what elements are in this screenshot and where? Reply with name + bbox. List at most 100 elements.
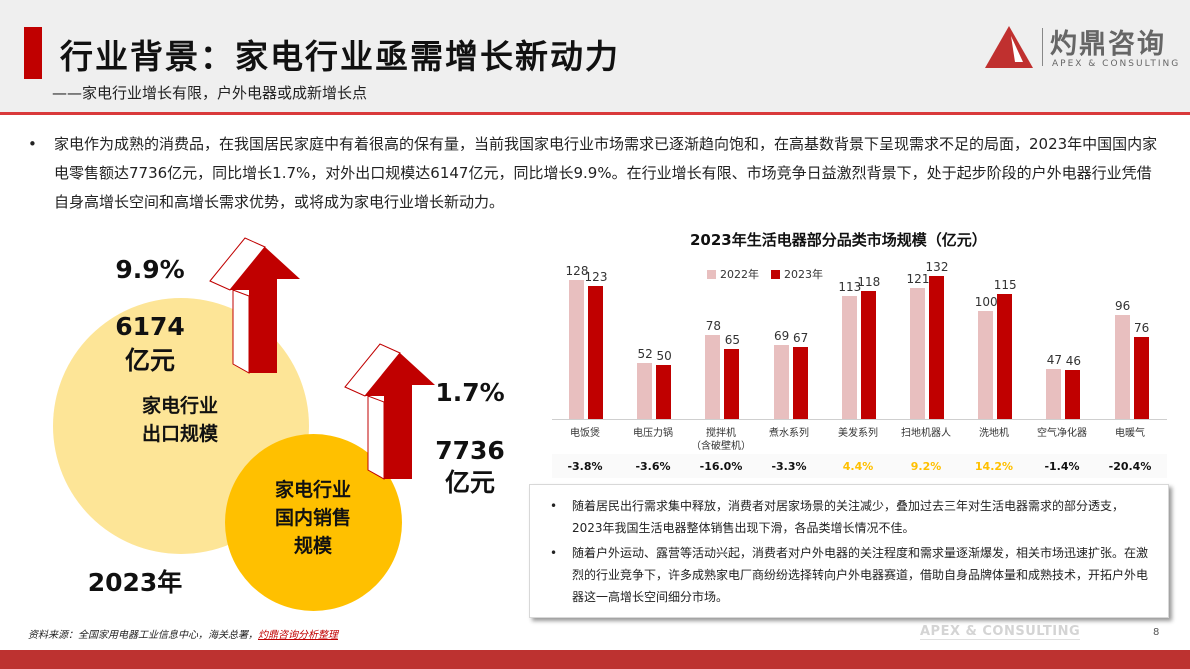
bar-2022年 [1046,368,1062,420]
export-growth-rate: 9.9% [115,255,185,284]
legend-label-2022: 2022年 [720,268,759,281]
bar-2023年 [656,365,672,420]
growth-rate: 4.4% [842,460,874,473]
note-item: • 随着居民出行需求集中释放，消费者对居家场景的关注减少，叠加过去三年对生活电器… [550,495,1148,539]
export-value: 6174 [115,312,185,341]
market-size-graphic: 9.9% 6174 亿元 家电行业 出口规模 1.7% 7736 亿元 家电行业… [0,228,520,618]
export-growth-arrow-icon [209,237,300,374]
bar-value-label: 78 [705,318,722,333]
export-label-line2: 出口规模 [141,423,218,445]
bar-value-label: 46 [1065,353,1082,368]
source-note: 资料来源：全国家用电器工业信息中心，海关总署，灼鼎咨询分析整理 [28,630,338,641]
bar-value-label: 123 [584,269,608,284]
note-item: • 随着户外运动、露营等活动兴起，消费者对户外电器的关注程度和需求量逐渐爆发，相… [550,542,1148,608]
bar-value-label: 100 [974,294,998,309]
red-triangle-logo-icon [985,26,1033,68]
category-label: 电压力锅 [633,428,673,439]
growth-rate: -16.0% [699,460,743,473]
bar-2023年 [1133,336,1149,420]
domestic-label-line2: 国内销售 [274,507,351,529]
bar-value-label: 76 [1133,320,1150,335]
bar-2023年 [997,294,1013,420]
logo-divider [1042,28,1043,66]
company-logo: 灼鼎咨询 APEX & CONSULTING [985,22,1185,72]
logo-name-cn: 灼鼎咨询 [1050,29,1166,60]
category-label: 电饭煲 [570,428,600,439]
bar-value-label: 47 [1046,352,1063,367]
bar-2022年 [569,280,584,420]
header-divider [0,112,1190,115]
bar-2023年 [588,285,603,420]
page-subtitle: ——家电行业增长有限，户外电器或成新增长点 [52,84,368,102]
bar-2022年 [978,310,994,420]
category-label: 煮水系列 [769,428,809,439]
domestic-growth-arrow-icon [344,343,435,480]
bar-2023年 [929,275,944,420]
intro-paragraph: • 家电作为成熟的消费品，在我国居民家庭中有着很高的保有量，当前我国家电行业市场… [28,130,1158,217]
bullet-icon: • [28,135,37,153]
bar-value-label: 96 [1114,299,1131,314]
bar-value-label: 52 [637,347,653,362]
growth-rate: -1.4% [1044,460,1080,473]
bar-value-label: 118 [857,275,881,289]
bar-2022年 [705,334,721,420]
growth-rate: 9.2% [910,460,942,473]
growth-rate: -3.3% [771,460,807,473]
bar-2022年 [910,287,925,420]
bar-2023年 [792,346,808,420]
growth-rate: 14.2% [974,460,1014,473]
growth-rate: -3.8% [567,460,603,473]
category-label: 空气净化器 [1037,428,1087,439]
growth-rate: -3.6% [635,460,671,473]
category-label: 扫地机器人 [901,428,951,439]
bar-2023年 [860,291,876,420]
bullet-icon: • [550,546,558,560]
bar-chart: 128 123 52 50 78 65 69 67 113 118 121 132 100 115 47 46… [550,255,1170,420]
page-number: 8 [1153,627,1160,638]
bar-value-label: 50 [656,349,672,364]
category-label: 美发系列 [838,428,878,439]
domestic-label-line3: 规模 [293,535,332,557]
bar-value-label: 121 [906,271,930,286]
bar-2023年 [724,348,740,420]
footer-brand: APEX & CONSULTING [920,624,1081,640]
export-label-line1: 家电行业 [141,395,218,417]
bar-2022年 [637,363,653,420]
bar-2023年 [1065,369,1081,420]
footer-bar [0,650,1190,669]
chart-legend: 2022年 2023年 [707,266,823,282]
header: 行业背景：家电行业亟需增长新动力 ——家电行业增长有限，户外电器或成新增长点 灼… [0,0,1190,114]
bar-value-label: 115 [993,278,1017,293]
chart-title: 2023年生活电器部分品类市场规模（亿元） [690,231,987,249]
bullet-icon: • [550,499,558,513]
category-label: 电暖气 [1115,428,1145,439]
notes-box: • 随着居民出行需求集中释放，消费者对居家场景的关注减少，叠加过去三年对生活电器… [529,484,1169,618]
bar-value-label: 69 [773,328,790,343]
growth-rate: -20.4% [1108,460,1152,473]
domestic-growth-rate: 1.7% [435,378,505,407]
category-label: 洗地机 [979,428,1009,439]
growth-row-background [552,454,1167,478]
domestic-value: 7736 [435,436,505,465]
title-accent-bar [24,27,42,79]
bar-value-label: 67 [792,330,809,345]
year-label: 2023年 [87,568,183,597]
intro-text: 家电作为成熟的消费品，在我国居民家庭中有着很高的保有量，当前我国家电行业市场需求… [54,135,1158,211]
bar-value-label: 128 [565,264,589,279]
bar-2022年 [1114,315,1130,420]
bar-value-label: 113 [838,280,862,295]
domestic-label-line1: 家电行业 [274,479,351,501]
legend-label-2023: 2023年 [784,268,823,281]
bar-2022年 [773,344,789,420]
legend-swatch-2023 [771,269,780,279]
page-title: 行业背景：家电行业亟需增长新动力 [60,37,620,76]
bar-2022年 [841,296,857,420]
export-value-unit: 亿元 [124,346,175,375]
logo-name-en: APEX & CONSULTING [1052,59,1181,69]
source-link[interactable]: 灼鼎咨询分析整理 [258,630,338,641]
category-label: 搅拌机 （含破壁机） [691,428,751,452]
legend-swatch-2022 [707,269,716,279]
bar-value-label: 132 [925,259,949,274]
chart-baseline [552,419,1167,420]
domestic-value-unit: 亿元 [444,468,495,497]
